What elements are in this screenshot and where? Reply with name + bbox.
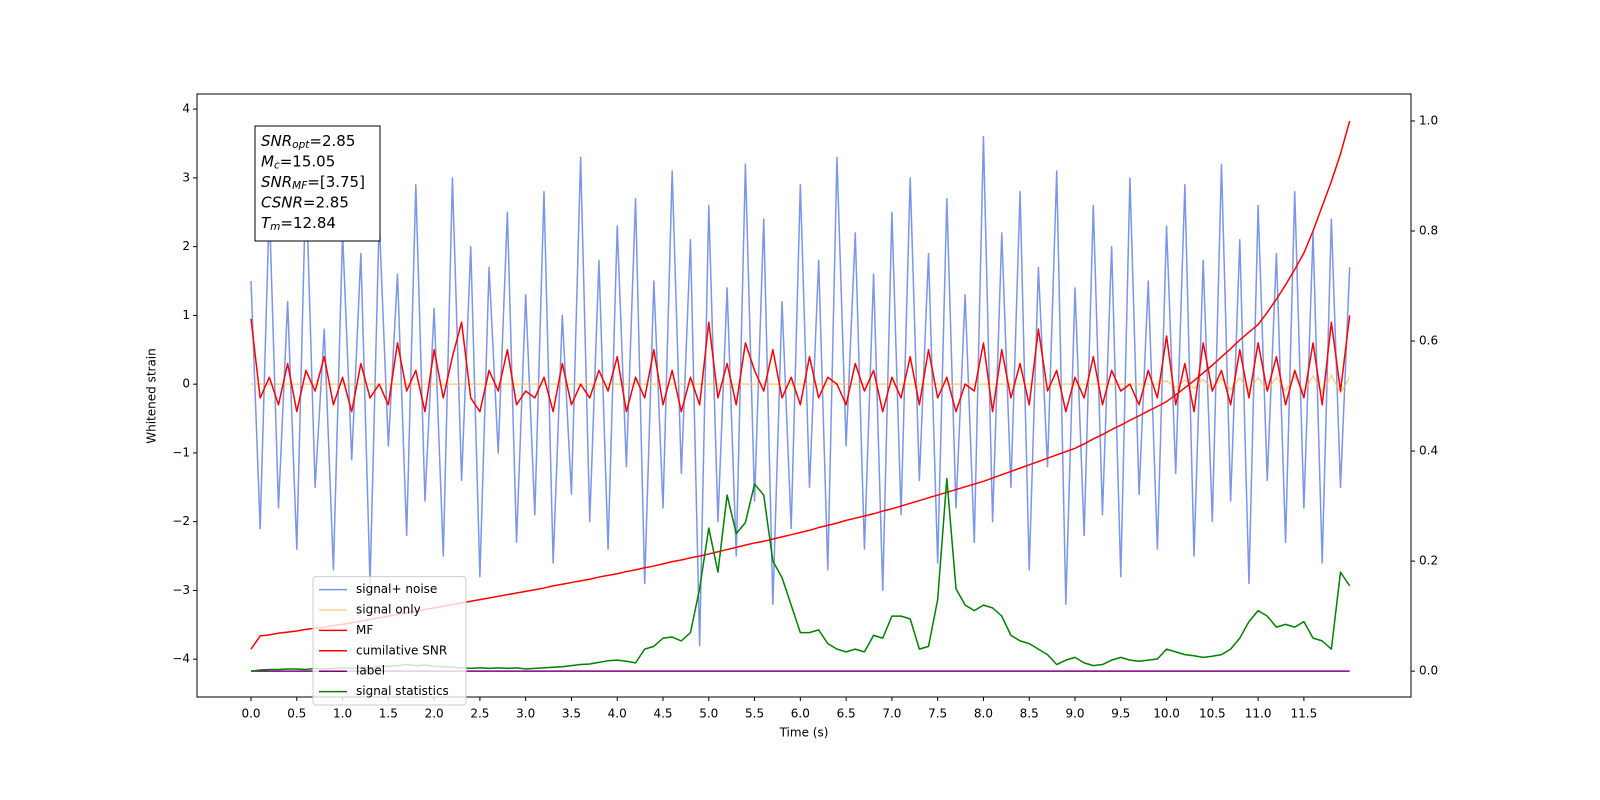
- x-tick-label: 10.0: [1153, 707, 1180, 721]
- annotation-line: SNRMF=[3.75]: [261, 173, 365, 193]
- annotation-value: =12.84: [280, 214, 336, 232]
- series-line: [250, 315, 1351, 413]
- legend-label: MF: [356, 623, 373, 637]
- x-tick-label: 5.5: [745, 707, 764, 721]
- x-tick-label: 10.5: [1199, 707, 1226, 721]
- annotation-subscript: opt: [292, 139, 310, 151]
- annotation-symbol: T: [261, 214, 272, 232]
- annotation-box: SNRopt=2.85Mc=15.05SNRMF=[3.75]CSNR=2.85…: [254, 125, 381, 242]
- y2-tick-label: 0.2: [1419, 554, 1438, 568]
- x-tick-label: 1.5: [379, 707, 398, 721]
- x-tick-label: 2.0: [425, 707, 444, 721]
- y-axis-label: Whitened strain: [145, 348, 159, 444]
- legend-label: signal statistics: [356, 684, 449, 698]
- legend-label: signal only: [356, 603, 421, 617]
- annotation-frame: [254, 125, 381, 242]
- series-line: [250, 135, 1351, 647]
- x-tick-label: 11.0: [1245, 707, 1272, 721]
- x-tick-label: 8.5: [1020, 707, 1039, 721]
- annotation-subscript: MF: [292, 180, 308, 192]
- x-tick-label: 7.5: [928, 707, 947, 721]
- y2-tick-label: 0.6: [1419, 334, 1438, 348]
- axes: 0.0 0.5 1.0 1.5 2.0 2.5 3.0 3.5 4.0 4.5 5.0 5.5 6.0 6…: [172, 102, 1438, 721]
- x-tick-label: 7.0: [882, 707, 901, 721]
- annotation-symbol: SNR: [261, 173, 292, 191]
- annotation-line: Tm=12.84: [261, 214, 336, 234]
- y2-tick-label: 0.8: [1419, 223, 1438, 237]
- y-tick-label: 4: [182, 102, 190, 116]
- annotation-symbol: CSNR: [261, 193, 303, 211]
- x-tick-label: 4.5: [653, 707, 672, 721]
- y-tick-label: 3: [182, 170, 190, 184]
- annotation-symbol: SNR: [261, 132, 292, 150]
- series-line: [251, 374, 1351, 394]
- legend-label: label: [356, 664, 385, 678]
- y2-tick-label: 1.0: [1419, 113, 1438, 127]
- x-tick-label: 3.0: [516, 707, 535, 721]
- x-tick-label: 6.0: [791, 707, 810, 721]
- legend-label: cumilative SNR: [356, 643, 447, 657]
- y-tick-label: 0: [182, 377, 190, 391]
- annotation-value: =2.85: [309, 132, 355, 150]
- x-tick-label: 9.5: [1111, 707, 1130, 721]
- annotation-symbol: M: [261, 152, 274, 170]
- x-tick-label: 8.0: [974, 707, 993, 721]
- annotation-line: CSNR=2.85: [261, 193, 349, 211]
- legend-label: signal+ noise: [356, 582, 437, 596]
- y-tick-label: 2: [182, 239, 190, 253]
- y-tick-label: −2: [172, 514, 190, 528]
- annotation-value: =2.85: [303, 193, 349, 211]
- annotation-line: SNRopt=2.85: [261, 132, 355, 152]
- y2-tick-label: 0.4: [1419, 444, 1438, 458]
- x-tick-label: 0.0: [241, 707, 260, 721]
- annotation-subscript: c: [274, 160, 280, 172]
- y-tick-label: −1: [172, 445, 190, 459]
- x-axis-label: Time (s): [779, 726, 829, 740]
- x-tick-label: 11.5: [1291, 707, 1318, 721]
- y-tick-label: 1: [182, 308, 190, 322]
- annotation-value: =15.05: [280, 152, 336, 170]
- x-tick-label: 1.0: [333, 707, 352, 721]
- legend: signal+ noise signal only MF cumilative SNR…: [312, 576, 467, 706]
- annotation-subscript: m: [270, 221, 280, 233]
- y2-tick-label: 0.0: [1419, 664, 1438, 678]
- axes-frame: [196, 93, 1412, 698]
- x-tick-label: 0.5: [287, 707, 306, 721]
- x-tick-label: 6.5: [837, 707, 856, 721]
- x-tick-label: 9.0: [1065, 707, 1084, 721]
- annotation-line: Mc=15.05: [261, 152, 335, 172]
- x-tick-label: 3.5: [562, 707, 581, 721]
- y-tick-label: −3: [172, 583, 190, 597]
- x-tick-label: 2.5: [470, 707, 489, 721]
- x-tick-label: 5.0: [699, 707, 718, 721]
- x-tick-label: 4.0: [608, 707, 627, 721]
- annotation-value: =[3.75]: [307, 173, 365, 191]
- y-tick-label: −4: [172, 652, 190, 666]
- legend-frame: [312, 576, 467, 706]
